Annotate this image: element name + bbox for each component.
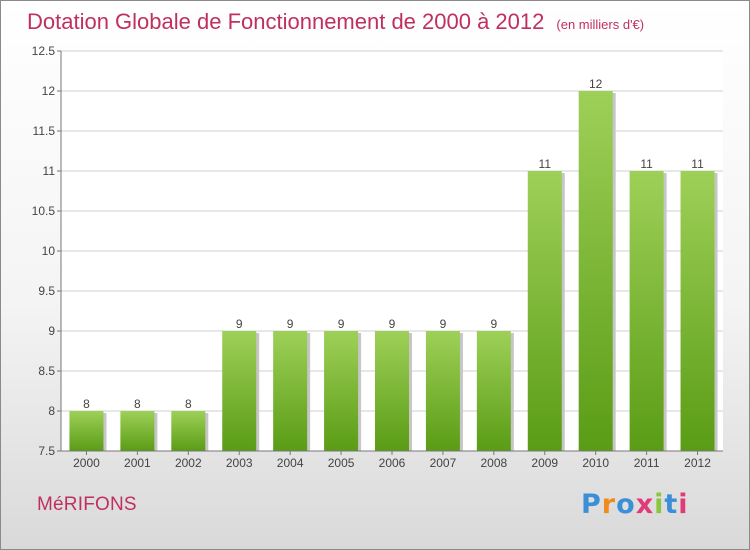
x-tick-label: 2005 xyxy=(328,456,355,470)
y-tick-label: 10.5 xyxy=(32,204,56,218)
bar xyxy=(680,171,715,451)
data-label: 9 xyxy=(440,317,447,331)
data-label: 9 xyxy=(236,317,243,331)
y-tick-label: 8 xyxy=(48,404,55,418)
x-tick-label: 2008 xyxy=(480,456,507,470)
data-label: 8 xyxy=(185,397,192,411)
x-tick-label: 2000 xyxy=(73,456,100,470)
x-tick-label: 2012 xyxy=(684,456,711,470)
x-tick-label: 2001 xyxy=(124,456,151,470)
x-tick-label: 2004 xyxy=(277,456,304,470)
bar xyxy=(375,331,409,451)
chart-title: Dotation Globale de Fonctionnement de 20… xyxy=(27,9,644,35)
data-label: 9 xyxy=(338,317,345,331)
data-label: 9 xyxy=(491,317,498,331)
bar xyxy=(171,411,206,451)
x-tick-label: 2003 xyxy=(226,456,253,470)
y-tick-label: 11 xyxy=(43,164,56,178)
x-tick-label: 2006 xyxy=(379,456,406,470)
x-tick-label: 2007 xyxy=(430,456,457,470)
bar xyxy=(629,171,664,451)
data-label: 8 xyxy=(134,397,141,411)
bar xyxy=(476,331,511,451)
x-tick-label: 2002 xyxy=(175,456,202,470)
logo-letter: P xyxy=(581,489,602,520)
data-label: 11 xyxy=(539,157,552,171)
proxiti-logo: Proxiti xyxy=(581,489,689,520)
x-tick-label: 2011 xyxy=(634,456,660,470)
commune-name: MéRIFONS xyxy=(37,494,137,515)
logo-letter: i xyxy=(654,489,665,520)
y-tick-label: 9 xyxy=(48,324,55,338)
y-tick-label: 8.5 xyxy=(38,364,55,378)
logo-letter: o xyxy=(616,489,636,520)
chart-subtitle: (en milliers d'€) xyxy=(556,17,645,32)
data-label: 9 xyxy=(389,317,396,331)
logo-letter: r xyxy=(601,489,617,520)
data-label: 9 xyxy=(287,317,294,331)
y-tick-label: 9.5 xyxy=(38,284,55,298)
y-tick-label: 12 xyxy=(42,84,56,98)
x-tick-label: 2009 xyxy=(531,456,558,470)
bar xyxy=(273,331,308,451)
data-label: 11 xyxy=(640,157,653,171)
bar xyxy=(222,331,257,451)
y-tick-label: 10 xyxy=(42,244,56,258)
logo-letter: i xyxy=(678,489,689,520)
bar xyxy=(578,91,613,451)
data-label: 11 xyxy=(691,157,704,171)
bar xyxy=(69,411,104,451)
bar xyxy=(527,171,562,451)
bar xyxy=(324,331,359,451)
data-label: 12 xyxy=(589,77,603,91)
x-tick-label: 2010 xyxy=(582,456,609,470)
logo-letter: t xyxy=(664,489,679,520)
chart-title-text: Dotation Globale de Fonctionnement de 20… xyxy=(27,9,545,34)
data-label: 8 xyxy=(83,397,90,411)
y-tick-label: 11.5 xyxy=(33,124,56,138)
y-tick-label: 7.5 xyxy=(38,444,55,458)
y-tick-label: 12.5 xyxy=(32,44,56,58)
bar xyxy=(425,331,460,451)
bar xyxy=(120,411,155,451)
logo-letter: x xyxy=(635,489,655,520)
